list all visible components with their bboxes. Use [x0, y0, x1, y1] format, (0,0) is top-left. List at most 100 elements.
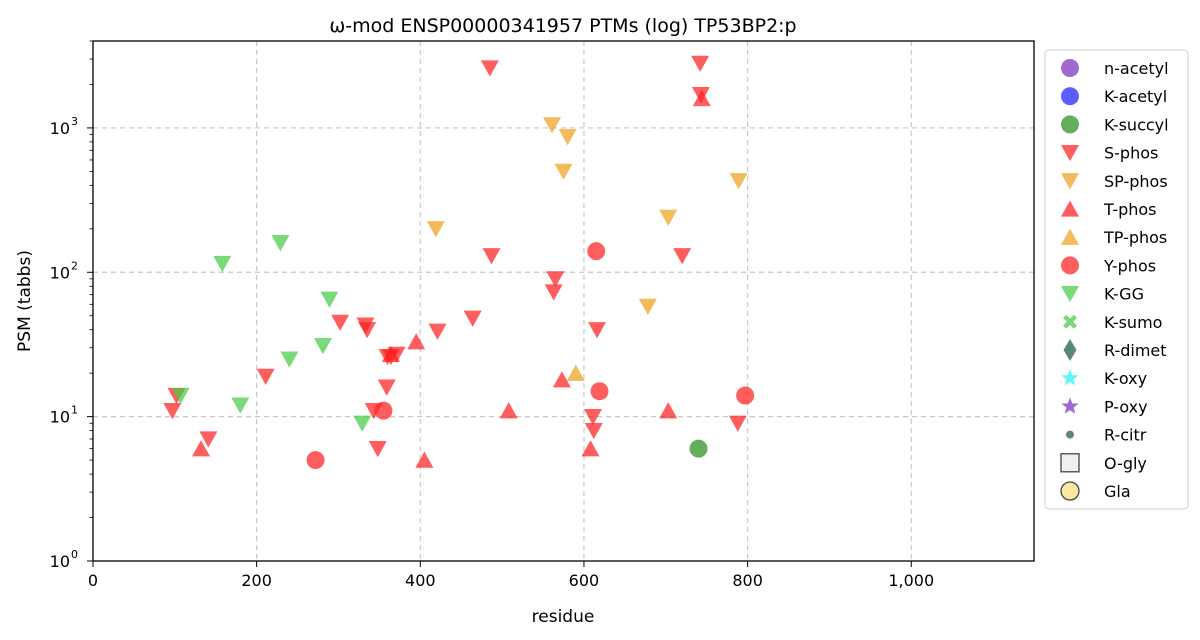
data-point-t-phos	[192, 440, 211, 457]
data-point-s-phos	[358, 322, 377, 339]
legend-label: K-oxy	[1104, 369, 1147, 388]
y-tick-label: 10	[50, 119, 70, 138]
data-points	[163, 55, 755, 470]
grid	[93, 41, 1034, 561]
data-point-y-phos	[736, 386, 755, 405]
data-point-s-phos	[331, 314, 350, 331]
legend-marker-s-phos	[1061, 144, 1079, 162]
legend-marker-t-phos	[1061, 200, 1079, 217]
data-point-s-phos	[583, 408, 602, 426]
x-axis: 0 200 400 600 800 1,000	[88, 561, 934, 590]
y-tick-exponent: 3	[71, 115, 78, 128]
data-point-s-phos	[588, 322, 607, 339]
y-tick-exponent: 0	[71, 548, 78, 561]
legend-frame	[1044, 49, 1189, 510]
data-point-sp-phos	[558, 128, 577, 146]
chart-title: ω-mod ENSP00000341957 PTMs (log) TP53BP2…	[329, 15, 796, 37]
legend-marker-r-dimet	[1063, 339, 1077, 361]
data-point-k-gg	[213, 255, 232, 273]
legend-label: R-citr	[1104, 426, 1147, 445]
legend-marker-o-gly	[1060, 453, 1080, 473]
x-tick-label: 0	[88, 571, 98, 590]
y-axis-label: PSM (tabbs)	[15, 250, 35, 352]
data-point-s-phos	[199, 431, 218, 448]
data-point-k-gg	[353, 415, 372, 432]
data-point-s-phos	[163, 403, 182, 420]
legend-label: K-succyl	[1104, 115, 1169, 134]
y-tick-exponent: 2	[71, 259, 78, 272]
data-point-s-phos	[728, 415, 747, 432]
legend-label: O-gly	[1104, 454, 1147, 473]
legend-marker-n-acetyl	[1061, 59, 1079, 77]
y-tick-base: 10	[50, 263, 70, 282]
data-point-k-gg	[280, 351, 299, 368]
data-point-t-phos	[415, 451, 434, 468]
legend-label: SP-phos	[1104, 172, 1168, 191]
data-point-t-phos	[499, 402, 518, 419]
legend: n-acetyl K-acetyl K-succyl S-phos SP-phos T-p…	[1044, 49, 1189, 510]
data-point-s-phos	[377, 379, 396, 396]
data-point-s-phos	[673, 248, 692, 265]
data-point-t-phos	[581, 440, 600, 457]
legend-label: T-phos	[1103, 200, 1157, 219]
plot-frame	[92, 40, 1035, 562]
x-tick-label: 1,000	[888, 571, 934, 590]
x-tick-label: 200	[241, 571, 272, 590]
legend-marker-p-oxy	[1061, 397, 1079, 414]
data-point-s-phos	[256, 368, 275, 385]
data-point-sp-phos	[638, 298, 657, 315]
data-point-sp-phos	[426, 221, 445, 238]
data-point-s-phos	[546, 271, 565, 288]
legend-marker-gla	[1060, 481, 1080, 501]
data-point-sp-phos	[659, 209, 678, 226]
legend-label: P-oxy	[1104, 397, 1148, 416]
data-point-y-phos	[590, 382, 609, 401]
data-point-k-gg	[271, 235, 290, 252]
legend-marker-k-sumo	[1063, 314, 1077, 329]
legend-label: TP-phos	[1103, 228, 1167, 247]
data-point-k-gg	[171, 387, 190, 405]
legend-marker-k-oxy	[1061, 369, 1079, 386]
legend-marker-k-gg	[1061, 285, 1079, 303]
y-tick-label: 10	[50, 408, 70, 427]
data-point-s-phos	[368, 441, 387, 458]
data-point-tp-phos	[566, 364, 585, 381]
data-point-s-phos	[584, 422, 603, 440]
y-tick-label: 10	[50, 552, 70, 571]
legend-marker-k-acetyl	[1061, 87, 1079, 106]
legend-marker-tp-phos	[1061, 228, 1079, 245]
data-point-sp-phos	[729, 173, 748, 190]
legend-label: K-GG	[1104, 285, 1144, 304]
y-tick-base: 10	[50, 119, 70, 138]
y-tick-exponent: 1	[71, 404, 78, 417]
data-point-sp-phos	[543, 117, 562, 134]
data-point-y-phos	[374, 401, 393, 420]
legend-label: Gla	[1104, 482, 1131, 501]
data-point-s-phos	[691, 55, 710, 72]
y-tick-base: 10	[50, 552, 70, 571]
legend-label: Y-phos	[1103, 256, 1156, 275]
legend-label: S-phos	[1104, 144, 1158, 163]
data-point-y-phos	[306, 451, 325, 470]
y-tick-base: 10	[50, 408, 70, 427]
data-point-s-phos	[463, 310, 482, 327]
data-point-sp-phos	[554, 163, 573, 180]
data-point-t-phos	[659, 402, 678, 419]
legend-marker-k-succyl	[1061, 115, 1079, 134]
data-point-y-phos	[587, 242, 606, 261]
x-tick-label: 600	[569, 571, 600, 590]
y-tick-label: 10	[50, 263, 70, 282]
data-point-s-phos	[480, 60, 499, 77]
legend-label: n-acetyl	[1104, 59, 1169, 78]
legend-marker-sp-phos	[1061, 173, 1079, 190]
data-point-t-phos	[692, 89, 711, 107]
data-point-t-phos	[381, 345, 400, 363]
x-axis-label: residue	[532, 607, 595, 627]
data-point-t-phos	[407, 333, 426, 350]
x-tick-label: 400	[405, 571, 436, 590]
data-point-k-succyl	[689, 439, 708, 458]
x-tick-label: 800	[732, 571, 763, 590]
data-point-k-gg	[313, 338, 332, 355]
data-point-k-gg	[231, 397, 250, 414]
